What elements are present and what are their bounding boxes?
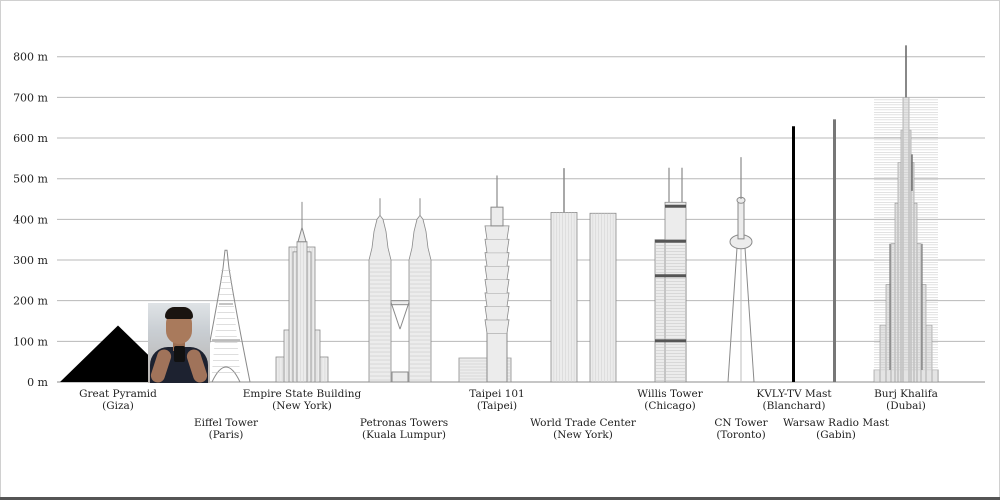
empire-state-building-place-label: (New York) bbox=[272, 400, 332, 412]
person-photo-icon bbox=[148, 303, 210, 383]
great-pyramid-place-label: (Giza) bbox=[102, 400, 134, 412]
willis-tower-place-label: (Chicago) bbox=[644, 400, 696, 412]
world-trade-center-name-label: World Trade Center bbox=[530, 417, 637, 429]
warsaw-radio-mast-place-label: (Gabin) bbox=[816, 429, 856, 441]
gridlines bbox=[57, 56, 985, 383]
burj-khalifa-name-label: Burj Khalifa bbox=[874, 388, 938, 400]
willis-tower-name-label: Willis Tower bbox=[637, 388, 703, 400]
eiffel-tower bbox=[201, 249, 251, 383]
petronas-towers-place-label: (Kuala Lumpur) bbox=[362, 429, 446, 441]
petronas-towers bbox=[368, 198, 432, 383]
empire-state-building bbox=[275, 201, 329, 383]
great-pyramid bbox=[60, 325, 176, 382]
warsaw-radio-mast bbox=[833, 119, 836, 383]
cn-tower-place-label: (Toronto) bbox=[716, 429, 765, 441]
taipei-101-place-label: (Taipei) bbox=[477, 400, 517, 412]
cn-tower bbox=[727, 157, 755, 383]
y-axis-ticks: 0 m 100 m 200 m 300 m 400 m 500 m 600 m 700 m 80… bbox=[13, 51, 48, 389]
y-tick-label: 800 m bbox=[13, 51, 48, 64]
taipei-101-name-label: Taipei 101 bbox=[469, 388, 524, 400]
burj-khalifa-place-label: (Dubai) bbox=[886, 400, 926, 412]
y-tick-label: 0 m bbox=[27, 376, 48, 389]
kvly-tv-mast-place-label: (Blanchard) bbox=[763, 400, 826, 412]
warsaw-radio-mast-name-label: Warsaw Radio Mast bbox=[783, 417, 890, 429]
petronas-towers-name-label: Petronas Towers bbox=[360, 417, 448, 429]
bottom-border bbox=[0, 497, 1000, 500]
y-tick-label: 600 m bbox=[13, 132, 48, 145]
kvly-tv-mast-name-label: KVLY-TV Mast bbox=[756, 388, 832, 400]
empire-state-building-name-label: Empire State Building bbox=[243, 388, 362, 400]
y-tick-label: 200 m bbox=[13, 295, 48, 308]
burj-khalifa bbox=[873, 45, 939, 383]
world-trade-center bbox=[550, 168, 617, 383]
great-pyramid-name-label: Great Pyramid bbox=[79, 388, 157, 400]
world-trade-center-place-label: (New York) bbox=[553, 429, 613, 441]
eiffel-tower-place-label: (Paris) bbox=[209, 429, 244, 441]
building-labels: Great Pyramid(Giza) Eiffel Tower(Paris) Em… bbox=[79, 388, 938, 441]
y-tick-label: 100 m bbox=[13, 335, 48, 348]
kvly-tv-mast bbox=[792, 126, 795, 382]
y-tick-label: 700 m bbox=[13, 91, 48, 104]
y-tick-label: 300 m bbox=[13, 254, 48, 267]
buildings bbox=[60, 45, 939, 383]
willis-tower bbox=[654, 167, 687, 383]
y-tick-label: 500 m bbox=[13, 173, 48, 186]
cn-tower-name-label: CN Tower bbox=[714, 417, 768, 429]
eiffel-tower-name-label: Eiffel Tower bbox=[194, 417, 259, 429]
taipei-101 bbox=[458, 175, 512, 383]
y-tick-label: 400 m bbox=[13, 213, 48, 226]
